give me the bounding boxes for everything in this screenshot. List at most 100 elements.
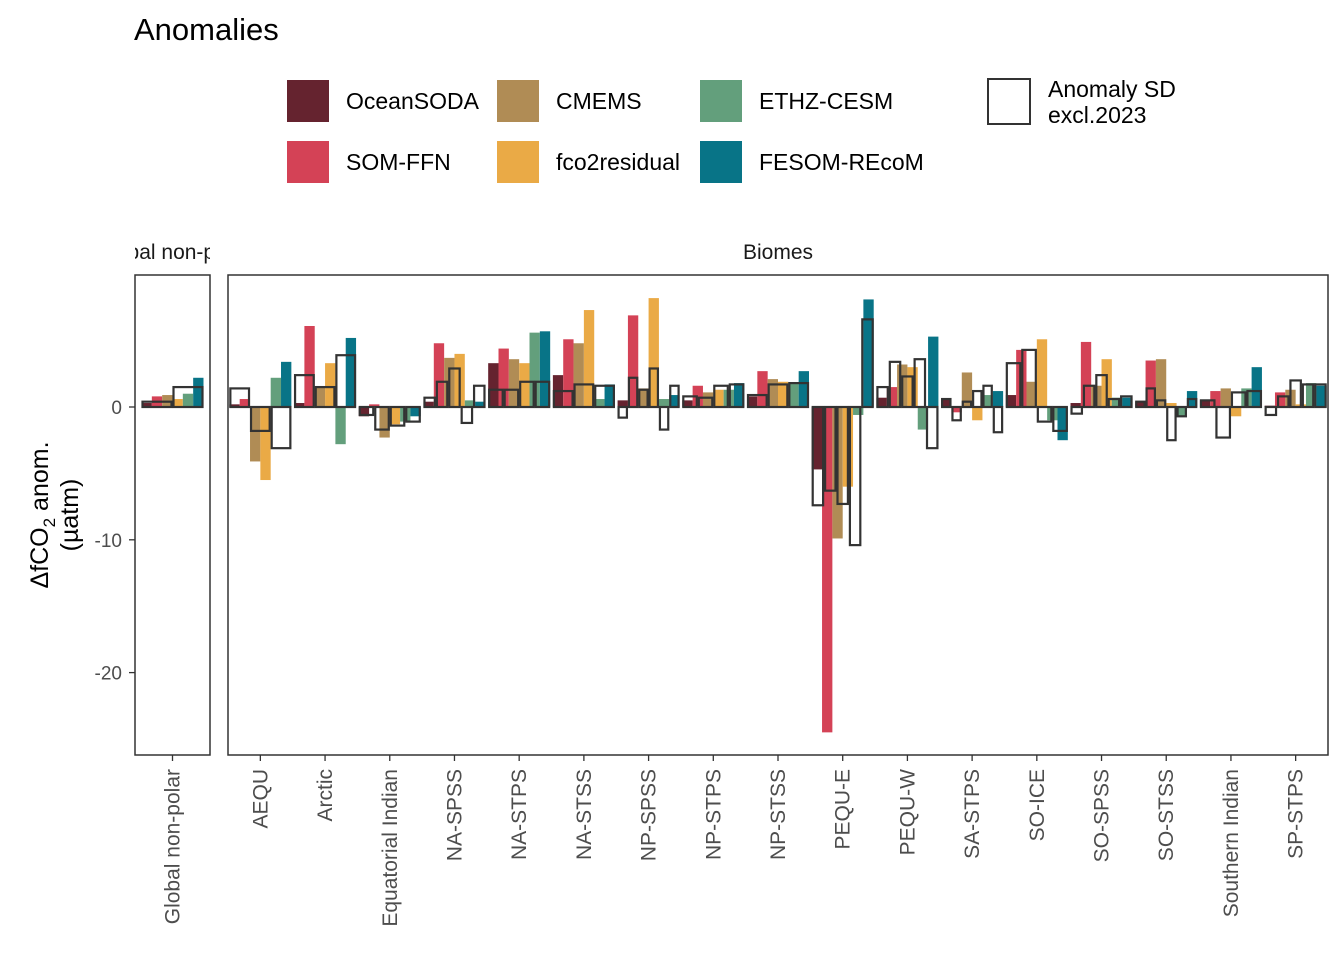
x-tick-label-southern-indian: Southern Indian [1220,769,1243,917]
bar-ethz-cesm-pequ-w [917,407,929,430]
anomaly-sd-box-aequ-1 [249,405,271,433]
bar-fesom-recom-np-stps [733,383,745,407]
bar-cmems-equatorial-indian [379,407,390,438]
chart-title: Anomalies [134,12,279,47]
anomaly-sd-box-sp-stps-0 [1264,405,1278,417]
bar-cmems-southern-indian [1220,388,1231,407]
bar-fesom-recom-equatorial-indian [410,407,421,417]
anomaly-sd-box-na-spss-1 [435,380,449,409]
anomaly-sd-box-pequ-e-3 [848,405,862,547]
bar-fco2residual-np-stps [713,389,724,407]
bar-som-ffn-na-spss [433,343,445,407]
anomaly-sd-box-southern-indian-1 [1215,405,1232,439]
bar-fco2residual-sa-stps [972,407,983,421]
category-group-so-stss [1135,359,1198,442]
bar-ethz-cesm-sp-stps [1305,383,1317,407]
legend-label-0: OceanSODA [346,88,480,114]
bar-oceansoda-np-spss [617,400,628,407]
anomaly-sd-box-pequ-w-1 [888,360,902,409]
anomaly-sd-box-aequ-0 [229,387,251,409]
legend-swatch-1 [287,141,329,183]
legend-label-4: ETHZ-CESM [759,88,893,114]
legend-label-3: fco2residual [556,149,680,175]
panel-0: Global non-polar Global non-polar [134,241,211,924]
x-tick-label-na-stps: NA-STPS [508,769,531,860]
anomaly-sd-box-arctic-2 [335,354,357,409]
anomaly-sd-box-so-spss-3 [1107,397,1121,409]
anomaly-sd-box-sa-stps-0 [941,397,952,409]
anomaly-sd-box-so-stss-0 [1135,400,1146,409]
anomaly-sd-box-np-spss-3 [648,367,660,409]
category-group-southern-indian [1199,367,1263,439]
bar-ethz-cesm-aequ [270,377,282,407]
bar-cmems-so-stss [1155,359,1167,407]
category-group-pequ-w [876,336,939,450]
x-tick-label-equatorial-indian: Equatorial Indian [379,769,402,927]
bar-fco2residual-na-stss [583,310,595,407]
anomaly-sd-box-so-stss-3 [1166,405,1177,442]
anomaly-sd-box-np-stps-3 [728,383,745,409]
bar-cmems-np-spss [638,388,649,407]
category-group-sa-stps [941,372,1004,434]
category-group-aequ [229,361,292,481]
bar-fesom-recom-sa-stps [992,391,1004,407]
anomaly-sd-box-na-spss-3 [460,405,474,425]
legend-swatch-anomaly-sd [987,78,1031,125]
bars-panel-1 [229,298,1327,733]
anomaly-sd-box-sp-stps-3 [1301,383,1315,409]
legend-swatch-4 [700,80,742,122]
bar-ethz-cesm-global-non-polar [182,393,194,407]
bar-oceansoda-np-stss [747,396,758,407]
bar-fco2residual-southern-indian [1230,407,1242,417]
x-tick-label-np-spss: NP-SPSS [638,769,661,861]
bar-fesom-recom-so-spss [1122,397,1133,407]
y-tick-label-0: 0 [111,398,122,419]
bar-ethz-cesm-na-spss [464,400,476,407]
bar-fco2residual-arctic [325,363,336,407]
bar-ethz-cesm-so-stss [1176,407,1187,417]
anomaly-sd-box-arctic-1 [314,385,336,409]
legend: OceanSODA SOM-FFN CMEMS fco2residual ETHZ-CE… [287,76,1176,183]
y-tick-label-1: -10 [95,531,122,552]
anomaly-sd-box-southern-indian-3 [1246,389,1263,409]
bar-som-ffn-aequ [239,399,251,407]
anomaly-sd-box-na-stss-0 [552,389,574,409]
x-tick-label-na-stss: NA-STSS [573,769,596,860]
y-axis-title-main: ΔfCO [26,527,54,588]
bar-ethz-cesm-arctic [335,407,346,445]
anomaly-sd-box-pequ-e-4 [861,318,874,409]
bar-som-ffn-np-stss [757,371,768,407]
anomaly-sd-box-equatorial-indian-3 [405,405,421,423]
x-tick-label-na-spss: NA-SPSS [443,769,466,861]
legend-swatch-0 [287,80,329,122]
anomaly-sd-box-pequ-w-0 [876,385,889,409]
anomaly-sd-box-pequ-e-1 [824,405,837,492]
y-axis-title-unit: (µatm) [56,479,84,552]
bar-fco2residual-np-spss [648,298,659,407]
bar-som-ffn-so-stss [1145,360,1156,407]
anomaly-sd-box-so-spss-2 [1095,374,1108,409]
anomaly-sd-box-sa-stps-5 [992,405,1004,434]
bar-fesom-recom-na-stps [539,331,551,407]
y-axis-title-rest: anom. [26,441,54,517]
bar-oceansoda-pequ-w [876,397,887,407]
bar-cmems-na-stss [573,343,584,407]
anomaly-sd-box-pequ-e-0 [811,405,825,507]
bar-fesom-recom-na-stss [604,384,615,407]
bar-ethz-cesm-na-stss [594,399,605,407]
x-tick-label-so-stss: SO-STSS [1155,769,1178,861]
anomaly-sd-box-na-stps-3 [534,380,551,409]
anomaly-sd-box-sp-stps-2 [1289,379,1302,409]
bar-cmems-arctic [314,387,326,407]
x-tick-label-np-stps: NP-STPS [702,769,725,860]
y-axis-title: ΔfCO2 anom. (µatm) [26,441,84,588]
anomaly-sd-box-na-spss-2 [448,367,461,409]
bar-oceansoda-pequ-e [811,407,823,470]
anomaly-sd-box-so-spss-0 [1070,405,1084,415]
anomaly-sd-box-np-stps-0 [682,395,698,409]
anomaly-sd-box-sa-stps-3 [972,389,983,409]
category-group-global-non-polar [141,377,204,409]
anomaly-sd-box-so-ice-3 [1052,405,1068,433]
bar-fesom-recom-np-spss [669,395,680,407]
